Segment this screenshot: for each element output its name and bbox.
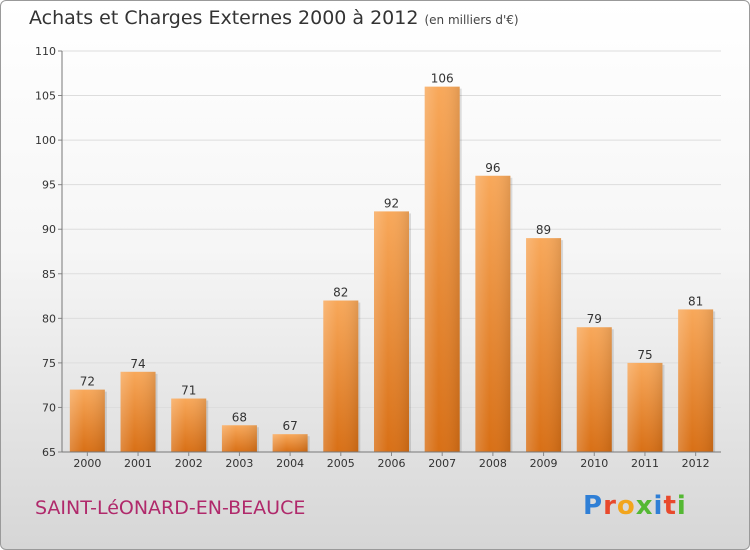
bar-value-label: 67: [282, 419, 297, 433]
x-tick-label: 2012: [682, 457, 710, 470]
y-tick-label: 100: [35, 134, 56, 147]
bar-value-label: 81: [688, 294, 703, 308]
x-tick-label: 2007: [428, 457, 456, 470]
y-tick-label: 95: [42, 179, 56, 192]
bar-shade: [576, 327, 612, 452]
x-tick-label: 2006: [378, 457, 406, 470]
y-tick-label: 90: [42, 223, 56, 236]
bar-shade: [627, 362, 663, 452]
x-axis-tick-labels: 2000 2001 2002 2003 2004 2005 2006 2007 2008 2009…: [73, 452, 710, 470]
bar-value-label: 71: [181, 384, 196, 398]
x-tick-label: 2008: [479, 457, 507, 470]
bar-shade: [221, 425, 257, 452]
logo-letter: t: [663, 491, 677, 521]
bar-shade: [272, 434, 308, 452]
x-tick-label: 2000: [73, 457, 101, 470]
y-tick-label: 70: [42, 401, 56, 414]
x-tick-label: 2001: [124, 457, 152, 470]
y-tick-label: 80: [42, 312, 56, 325]
x-tick-label: 2004: [276, 457, 304, 470]
bar-value-label: 96: [485, 161, 500, 175]
x-tick-label: 2009: [530, 457, 558, 470]
y-axis-tick-labels: 65 70 75 80 85 90 95 100 105 110: [35, 45, 56, 459]
bar-value-label: 92: [384, 196, 399, 210]
logo-letter: i: [676, 491, 687, 521]
bar-value-label: 106: [431, 72, 454, 86]
bar-value-label: 89: [536, 223, 551, 237]
bars-group: [69, 86, 716, 453]
bar-shade: [171, 398, 207, 452]
bar-shade: [526, 238, 562, 452]
bar-value-label: 75: [637, 348, 652, 362]
proxiti-logo: Proxiti: [583, 491, 687, 521]
bar-shade: [374, 211, 409, 452]
bar-value-labels: 72 74 71 68 67 82 92 106 96 89 79 75 81: [80, 72, 704, 434]
y-tick-label: 105: [35, 90, 56, 103]
logo-letter: x: [635, 491, 654, 521]
bar-shade: [475, 175, 511, 452]
bar-shade: [424, 86, 460, 453]
bar-shade: [678, 309, 714, 452]
bar-value-label: 79: [587, 312, 602, 326]
logo-letter: i: [653, 491, 664, 521]
x-tick-label: 2003: [225, 457, 253, 470]
chart-subtitle: (en milliers d'€): [424, 13, 519, 27]
y-tick-label: 110: [35, 45, 56, 58]
y-tick-label: 75: [42, 357, 56, 370]
chart-title: Achats et Charges Externes 2000 à 2012 (e…: [29, 7, 519, 29]
logo-letter: P: [583, 491, 604, 521]
bar-value-label: 72: [80, 375, 95, 389]
bar-value-label: 74: [130, 357, 145, 371]
x-tick-label: 2011: [631, 457, 659, 470]
bar-shade: [323, 300, 359, 452]
x-tick-label: 2010: [580, 457, 608, 470]
commune-name: SAINT-LéONARD-EN-BEAUCE: [35, 497, 306, 519]
y-tick-label: 85: [42, 268, 56, 281]
bar-value-label: 68: [232, 410, 247, 424]
logo-letter: o: [616, 491, 636, 521]
chart-title-text: Achats et Charges Externes 2000 à 2012: [29, 7, 419, 29]
bar-shade: [69, 389, 105, 452]
logo-letter: r: [603, 491, 617, 521]
x-tick-label: 2005: [327, 457, 355, 470]
bar-shade: [120, 371, 156, 452]
y-tick-label: 65: [42, 446, 56, 459]
x-tick-label: 2002: [175, 457, 203, 470]
bar-value-label: 82: [333, 286, 348, 300]
